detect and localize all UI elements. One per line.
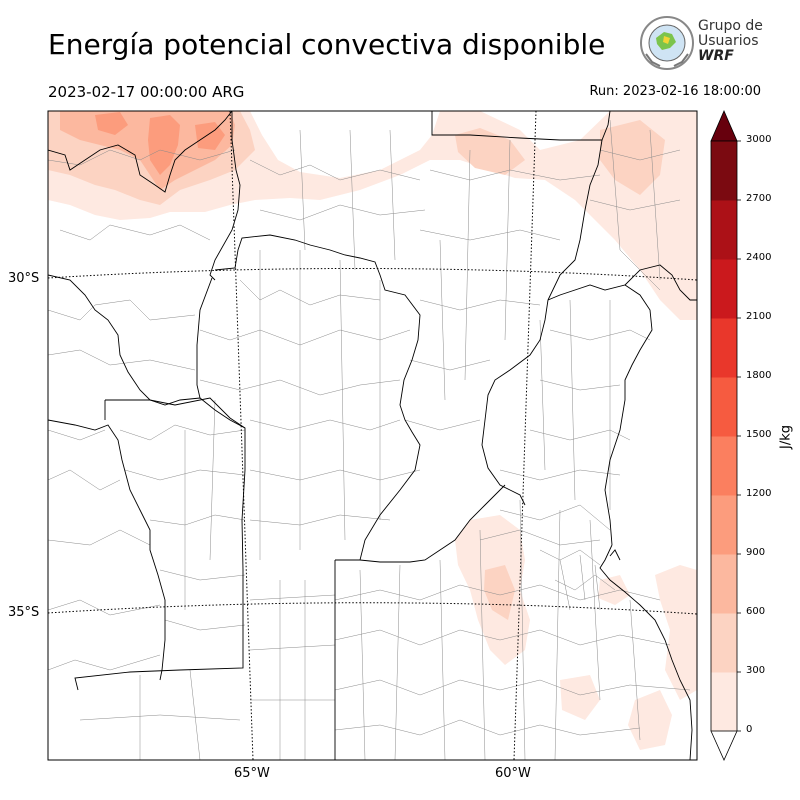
logo-line-3: WRF — [698, 48, 734, 64]
lat-label-30s: 30°S — [8, 271, 40, 286]
colorbar-tick-label: 900 — [746, 547, 766, 558]
colorbar-tick-label: 2400 — [746, 252, 772, 263]
grid-lat-30 — [48, 267, 697, 281]
colorbar-extend-min — [710, 730, 738, 761]
lon-label-60w: 60°W — [495, 766, 531, 781]
colorbar-segment — [711, 200, 737, 260]
colorbar-tick-label: 0 — [746, 724, 753, 735]
colorbar-tick-label: 2100 — [746, 311, 772, 322]
colorbar-segment — [711, 554, 737, 614]
colorbar-segment — [711, 377, 737, 437]
lon-label-65w: 65°W — [234, 766, 270, 781]
colorbar-tick-label: 2700 — [746, 193, 772, 204]
colorbar-segment — [711, 259, 737, 319]
colorbar-tick-label: 1800 — [746, 370, 772, 381]
colorbar-tick-label: 1200 — [746, 488, 772, 499]
colorbar-tick-label: 3000 — [746, 134, 772, 145]
colorbar-segment — [711, 318, 737, 378]
colorbar-segment — [711, 436, 737, 496]
globe-seal-icon — [640, 16, 694, 70]
lat-label-35s: 35°S — [8, 605, 40, 620]
colorbar-tick-label: 600 — [746, 606, 766, 617]
colorbar-label: J/kg — [778, 425, 794, 449]
colorbar-segment — [711, 672, 737, 732]
grid-lat-35 — [48, 602, 697, 615]
map-frame — [47, 110, 698, 761]
colorbar-extend-max — [710, 109, 738, 142]
cape-shading — [48, 111, 697, 750]
cape-area-nw-peak — [148, 115, 180, 175]
run-time: Run: 2023-02-16 18:00:00 — [589, 84, 761, 99]
colorbar — [710, 109, 741, 761]
logo-line-2: Usuarios — [698, 33, 759, 49]
colorbar-segment — [711, 613, 737, 673]
colorbar-tick-label: 300 — [746, 665, 766, 676]
colorbar-tick-label: 1500 — [746, 429, 772, 440]
graticule — [48, 111, 697, 760]
colorbar-segment — [711, 141, 737, 201]
valid-time: 2023-02-17 00:00:00 ARG — [48, 83, 245, 101]
logo-line-1: Grupo de — [698, 18, 763, 34]
logo: Grupo de Usuarios WRF — [638, 14, 768, 74]
colorbar-segment — [711, 495, 737, 555]
page-title: Energía potencial convectiva disponible — [48, 28, 606, 61]
